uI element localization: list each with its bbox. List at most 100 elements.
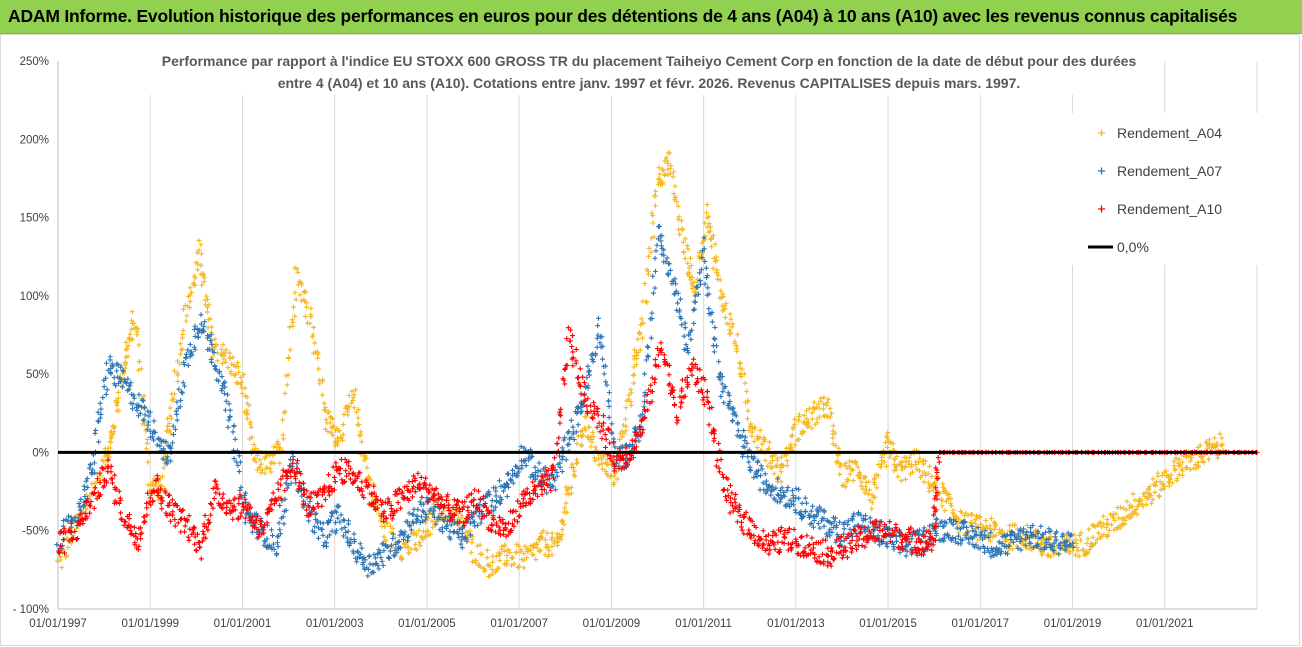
data-point (205, 517, 211, 523)
data-point (278, 482, 284, 488)
data-point (496, 514, 502, 520)
data-point (883, 463, 889, 469)
data-point (766, 445, 772, 451)
data-point (1143, 501, 1149, 507)
data-point (1030, 522, 1036, 528)
data-point (103, 391, 109, 397)
data-point (496, 478, 502, 484)
data-point (237, 487, 243, 493)
data-point (866, 479, 872, 485)
data-point (103, 480, 109, 486)
data-point (257, 465, 263, 471)
data-point (290, 320, 296, 326)
data-point (824, 400, 830, 406)
data-point (875, 533, 881, 539)
chart-title-line: entre 4 (A04) et 10 ans (A10). Cotations… (278, 75, 1021, 91)
data-point (144, 426, 150, 432)
data-point (480, 503, 486, 509)
data-point (432, 492, 438, 498)
data-point (755, 468, 761, 474)
data-point (1038, 535, 1044, 541)
data-point (88, 499, 94, 505)
data-point (962, 520, 968, 526)
data-point (872, 475, 878, 481)
data-point (702, 281, 708, 287)
data-point (620, 444, 626, 450)
data-point (416, 486, 422, 492)
data-point (1017, 528, 1023, 534)
data-point (516, 514, 522, 520)
data-point (769, 483, 775, 489)
data-point (1038, 523, 1044, 529)
data-point (203, 535, 209, 541)
data-point (595, 332, 601, 338)
data-point (730, 405, 736, 411)
data-point (836, 445, 842, 451)
data-point (174, 399, 180, 405)
data-point (566, 441, 572, 447)
data-point (289, 468, 295, 474)
data-point (449, 514, 455, 520)
data-point (202, 297, 208, 303)
data-point (719, 374, 725, 380)
data-point (383, 516, 389, 522)
data-point (129, 309, 135, 315)
data-point (113, 383, 119, 389)
data-point (759, 466, 765, 472)
data-point (909, 549, 915, 555)
data-point (323, 544, 329, 550)
data-point (455, 499, 461, 505)
data-point (709, 319, 715, 325)
data-point (498, 483, 504, 489)
data-point (843, 460, 849, 466)
data-point (84, 513, 90, 519)
data-point (468, 520, 474, 526)
data-point (633, 425, 639, 431)
data-point (573, 429, 579, 435)
data-point (107, 357, 113, 363)
data-point (174, 370, 180, 376)
data-point (568, 490, 574, 496)
data-point (227, 413, 233, 419)
data-point (339, 526, 345, 532)
data-point (320, 543, 326, 549)
data-point (803, 408, 809, 414)
data-point (486, 562, 492, 568)
data-point (871, 534, 877, 540)
data-point (340, 517, 346, 523)
data-point (423, 475, 429, 481)
data-point (665, 172, 671, 178)
data-point (59, 565, 65, 571)
data-point (706, 405, 712, 411)
data-point (460, 506, 466, 512)
data-point (253, 520, 259, 526)
data-point (86, 465, 92, 471)
data-point (856, 510, 862, 516)
data-point (134, 332, 140, 338)
data-point (748, 468, 754, 474)
data-point (417, 499, 423, 505)
data-point (628, 399, 634, 405)
data-point (418, 474, 424, 480)
data-point (932, 482, 938, 488)
data-point (304, 300, 310, 306)
data-point (294, 266, 300, 272)
data-point (679, 400, 685, 406)
data-point (189, 289, 195, 295)
data-point (683, 342, 689, 348)
data-point (72, 529, 78, 535)
data-point (632, 426, 638, 432)
data-point (675, 300, 681, 306)
data-point (510, 472, 516, 478)
data-point (406, 522, 412, 528)
data-point (469, 540, 475, 546)
data-point (639, 411, 645, 417)
data-point (1206, 456, 1212, 462)
data-point (355, 415, 361, 421)
data-point (65, 545, 71, 551)
data-point (129, 336, 135, 342)
data-point (993, 523, 999, 529)
data-point (167, 511, 173, 517)
data-point (97, 470, 103, 476)
data-point (713, 463, 719, 469)
